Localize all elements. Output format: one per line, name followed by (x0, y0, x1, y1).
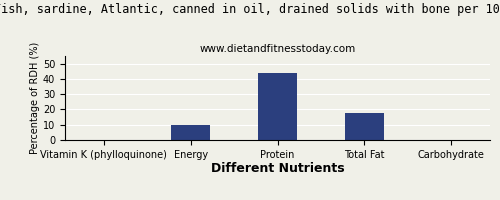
Bar (171, 125, 210, 140)
Y-axis label: Percentage of RDH (%): Percentage of RDH (%) (30, 42, 40, 154)
Title: www.dietandfitnesstoday.com: www.dietandfitnesstoday.com (200, 44, 356, 54)
X-axis label: Different Nutrients: Different Nutrients (210, 162, 344, 176)
Bar (345, 113, 384, 140)
Bar (258, 73, 297, 140)
Text: Fish, sardine, Atlantic, canned in oil, drained solids with bone per 100: Fish, sardine, Atlantic, canned in oil, … (0, 3, 500, 16)
